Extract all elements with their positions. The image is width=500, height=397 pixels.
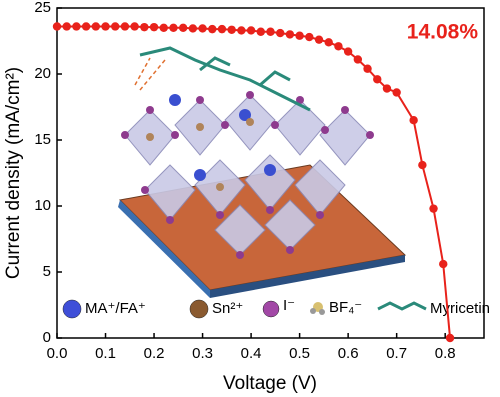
- y-tick-label: 20: [34, 65, 51, 82]
- data-point: [62, 22, 71, 31]
- x-tick-label: 0.4: [241, 345, 262, 362]
- data-point: [52, 22, 62, 31]
- x-tick-label: 0.8: [435, 345, 456, 362]
- data-point: [169, 23, 178, 32]
- x-tick-label: 0.6: [338, 345, 359, 362]
- data-point: [334, 42, 343, 51]
- data-point: [208, 24, 217, 34]
- data-point: [256, 27, 265, 36]
- data-point: [159, 23, 168, 32]
- data-point: [227, 25, 236, 34]
- data-point: [178, 23, 188, 32]
- data-point: [429, 204, 438, 213]
- data-point: [373, 75, 382, 84]
- data-point: [120, 22, 130, 31]
- inset-legend-symbols: [62, 299, 427, 319]
- x-tick-label: 0.3: [192, 345, 213, 362]
- inset-legend-label: BF₄⁻: [329, 299, 362, 316]
- y-tick-label: 15: [34, 131, 51, 148]
- x-tick-label: 0.2: [144, 345, 165, 362]
- inset-legend-label: I⁻: [283, 297, 295, 314]
- x-tick-label: 0.5: [289, 345, 310, 362]
- data-point: [363, 64, 372, 73]
- data-point: [295, 31, 304, 40]
- x-tick-label: 0.1: [95, 345, 116, 362]
- x-tick-label: 0.7: [386, 345, 407, 362]
- data-point: [353, 55, 363, 64]
- y-tick-label: 25: [34, 0, 51, 16]
- data-point: [237, 26, 246, 35]
- data-point: [130, 22, 139, 31]
- data-point: [149, 22, 159, 32]
- data-point: [266, 27, 275, 36]
- data-point: [140, 22, 149, 32]
- data-point: [439, 259, 448, 269]
- data-point: [392, 88, 401, 97]
- data-point: [198, 24, 207, 33]
- inset-legend-label: Myricetin: [430, 300, 490, 317]
- data-point: [111, 22, 120, 31]
- data-point: [285, 30, 295, 39]
- data-point: [246, 26, 256, 35]
- data-point: [418, 160, 427, 170]
- plot-frame: [56, 7, 485, 339]
- data-point: [91, 22, 101, 31]
- y-tick-label: 10: [34, 197, 51, 214]
- annotation: 14.08%: [407, 21, 479, 44]
- x-axis-label: Voltage (V): [223, 373, 317, 394]
- data-point: [409, 116, 418, 125]
- data-point: [324, 38, 333, 47]
- data-point: [276, 28, 285, 38]
- data-point: [81, 22, 91, 31]
- data-point: [217, 24, 227, 34]
- data-point: [445, 333, 455, 343]
- data-point: [188, 24, 198, 33]
- y-tick-label: 0: [43, 329, 51, 346]
- data-point: [305, 32, 314, 42]
- data-point: [72, 22, 81, 31]
- x-tick-label: 0.0: [47, 345, 68, 362]
- data-point: [343, 47, 353, 56]
- inset-legend-label: Sn²⁺: [212, 300, 243, 317]
- inset-legend-label: MA⁺/FA⁺: [85, 300, 146, 317]
- y-tick-label: 5: [43, 263, 51, 280]
- data-point: [314, 35, 324, 44]
- y-axis-label: Current density (mA/cm²): [3, 67, 24, 279]
- data-point: [101, 22, 110, 31]
- inset-illustration: [118, 46, 407, 298]
- data-point: [382, 84, 392, 93]
